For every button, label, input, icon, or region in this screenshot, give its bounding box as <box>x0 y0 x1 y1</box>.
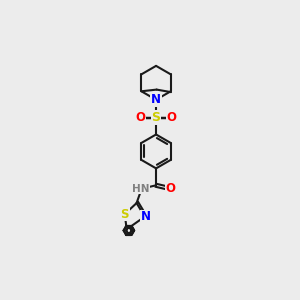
Text: S: S <box>121 208 129 220</box>
Text: O: O <box>166 182 176 195</box>
Text: O: O <box>136 111 146 124</box>
Text: S: S <box>152 111 160 124</box>
Text: HN: HN <box>132 184 150 194</box>
Text: N: N <box>140 210 151 223</box>
Text: O: O <box>166 111 176 124</box>
Text: N: N <box>151 93 161 106</box>
